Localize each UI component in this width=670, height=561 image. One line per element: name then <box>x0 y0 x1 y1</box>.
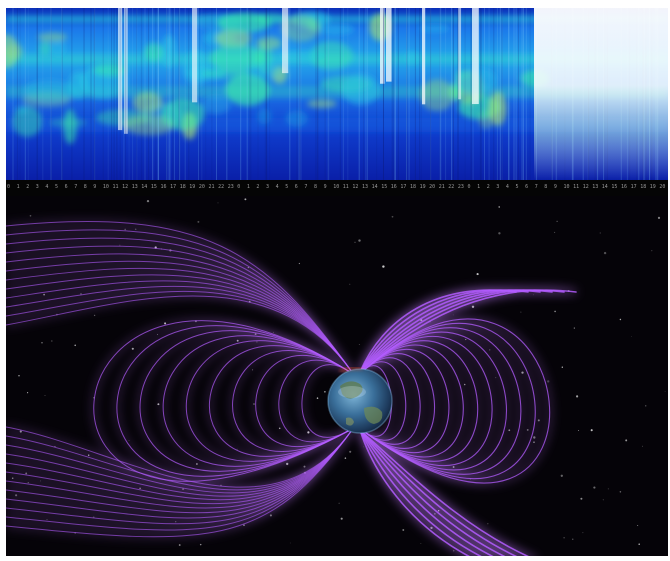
hour-tick-label: 15 <box>611 184 618 190</box>
hour-tick-label: 17 <box>630 184 637 190</box>
hour-tick-label: 0 <box>237 184 241 190</box>
hour-tick-label: 4 <box>275 184 279 190</box>
hour-tick-label: 19 <box>189 184 196 190</box>
hour-tick-label: 0 <box>7 184 11 190</box>
hour-tick-label: 5 <box>55 184 59 190</box>
hour-tick-label: 11 <box>112 184 119 190</box>
hour-tick-label: 20 <box>429 184 436 190</box>
hour-tick-label: 20 <box>659 184 666 190</box>
hour-tick-label: 1 <box>16 184 20 190</box>
spectrogram <box>6 8 668 180</box>
hour-tick-label: 10 <box>102 184 109 190</box>
hour-tick-label: 19 <box>649 184 656 190</box>
hour-tick-label: 12 <box>582 184 589 190</box>
hour-tick-label: 7 <box>534 184 538 190</box>
magnetosphere-illustration <box>6 196 668 556</box>
hour-tick-label: 4 <box>505 184 509 190</box>
hour-tick-label: 16 <box>390 184 397 190</box>
hour-axis: 0 1 2 3 4 5 6 7 8 9 10 11 12 13 14 15 16 17 18 19 20 21 22 23 0 1… <box>6 180 668 196</box>
hour-tick-label: 18 <box>179 184 186 190</box>
hour-tick-label: 1 <box>477 184 481 190</box>
hour-tick-label: 13 <box>362 184 369 190</box>
hour-tick-label: 9 <box>323 184 327 190</box>
hour-tick-label: 23 <box>457 184 464 190</box>
hour-tick-label: 11 <box>573 184 580 190</box>
hour-tick-label: 10 <box>333 184 340 190</box>
earth <box>327 366 393 434</box>
hour-tick-label: 14 <box>371 184 378 190</box>
hour-tick-label: 21 <box>438 184 445 190</box>
hour-tick-label: 0 <box>467 184 471 190</box>
hour-tick-label: 16 <box>621 184 628 190</box>
composite-image: 0 1 2 3 4 5 6 7 8 9 10 11 12 13 14 15 16 17 18 19 20 21 22 23 0 1… <box>6 8 668 556</box>
hour-tick-label: 21 <box>208 184 215 190</box>
hour-tick-label: 17 <box>170 184 177 190</box>
hour-tick-label: 10 <box>563 184 570 190</box>
hour-tick-label: 13 <box>592 184 599 190</box>
hour-tick-label: 8 <box>83 184 87 190</box>
hour-tick-label: 11 <box>342 184 349 190</box>
hour-tick-label: 23 <box>227 184 234 190</box>
hour-tick-label: 3 <box>266 184 270 190</box>
hour-tick-label: 7 <box>304 184 308 190</box>
hour-tick-label: 5 <box>515 184 519 190</box>
hour-tick-label: 14 <box>141 184 148 190</box>
hour-tick-label: 22 <box>218 184 225 190</box>
hour-tick-label: 18 <box>640 184 647 190</box>
hour-tick-label: 22 <box>448 184 455 190</box>
hour-tick-label: 8 <box>544 184 548 190</box>
hour-tick-label: 13 <box>131 184 138 190</box>
hour-tick-label: 20 <box>198 184 205 190</box>
hour-tick-label: 1 <box>246 184 250 190</box>
hour-tick-label: 8 <box>314 184 318 190</box>
hour-tick-label: 16 <box>160 184 167 190</box>
hour-tick-label: 5 <box>285 184 289 190</box>
hour-tick-label: 12 <box>352 184 359 190</box>
hour-tick-label: 3 <box>35 184 39 190</box>
hour-tick-label: 3 <box>496 184 500 190</box>
hour-tick-label: 2 <box>486 184 490 190</box>
hour-tick-label: 17 <box>400 184 407 190</box>
hour-tick-label: 15 <box>381 184 388 190</box>
hour-tick-label: 15 <box>150 184 157 190</box>
hour-tick-label: 2 <box>256 184 260 190</box>
hour-tick-label: 6 <box>294 184 298 190</box>
hour-tick-label: 4 <box>45 184 49 190</box>
hour-tick-label: 9 <box>553 184 557 190</box>
hour-tick-label: 2 <box>26 184 30 190</box>
hour-tick-label: 12 <box>122 184 129 190</box>
hour-tick-label: 6 <box>525 184 529 190</box>
hour-tick-label: 7 <box>74 184 78 190</box>
hour-tick-label: 18 <box>410 184 417 190</box>
hour-tick-label: 9 <box>93 184 97 190</box>
hour-tick-label: 19 <box>419 184 426 190</box>
hour-tick-label: 6 <box>64 184 68 190</box>
hour-tick-label: 14 <box>601 184 608 190</box>
